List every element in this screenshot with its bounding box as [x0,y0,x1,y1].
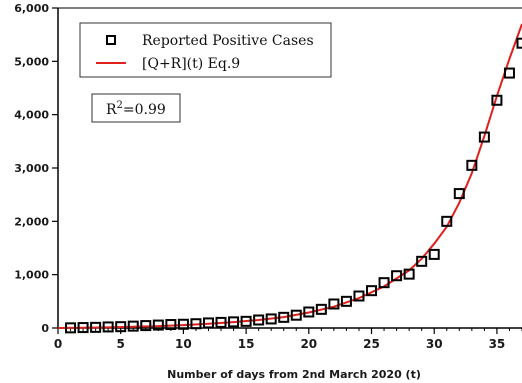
data-points [65,37,522,334]
data-point [353,290,365,302]
data-point [403,268,415,280]
data-point [228,316,240,328]
data-point [215,316,227,328]
data-point [240,315,252,327]
y-tick-label: 3,000 [14,162,49,175]
r-squared-frame [91,93,181,123]
data-point [77,322,89,334]
data-point [265,313,277,325]
y-tick-label: 0 [41,322,49,335]
data-point [516,37,522,49]
y-tick-label: 1,000 [14,269,49,282]
data-point [202,317,214,329]
x-tick-label: 35 [489,337,506,351]
x-tick-label: 5 [117,337,125,351]
legend-label-reported-cases: Reported Positive Cases [142,33,314,49]
y-tick-label: 4,000 [14,109,49,122]
x-tick-label: 0 [54,337,62,351]
data-point [190,318,202,330]
data-point [315,303,327,315]
data-point [65,322,77,334]
y-tick-label: 6,000 [14,2,49,15]
r-squared-prefix: R [106,102,117,118]
data-point [165,319,177,331]
data-point [328,298,340,310]
data-point [253,314,265,326]
r-squared-value: =0.99 [123,102,166,118]
data-point [441,215,453,227]
r-squared-box: R2=0.99 [91,93,181,123]
data-point [478,131,490,143]
x-tick-label: 25 [363,337,380,351]
legend-label-fit: [Q+R](t) Eq.9 [142,56,240,72]
x-tick-label: 15 [238,337,255,351]
r-squared-superscript: 2 [117,100,123,111]
data-point [303,306,315,318]
data-point [453,188,465,200]
data-point [366,285,378,297]
y-tick-label: 2,000 [14,215,49,228]
data-point [127,320,139,332]
data-point [90,321,102,333]
r-squared-label: R2=0.99 [106,100,166,118]
x-tick-label: 20 [300,337,317,351]
y-tick-label: 5,000 [14,55,49,68]
x-tick-label: 10 [175,337,192,351]
x-axis-label: Number of days from 2nd March 2020 (t) [167,368,421,381]
data-point [503,67,515,79]
legend-marker-reported-cases [106,35,116,45]
data-point [115,321,127,333]
data-point [290,309,302,321]
data-point [378,277,390,289]
data-point [102,321,114,333]
data-point [278,311,290,323]
data-point [340,295,352,307]
data-point [177,318,189,330]
data-point [140,320,152,332]
data-point [466,159,478,171]
x-tick-label: 30 [426,337,443,351]
data-point [491,94,503,106]
ticks: 0 1,000 2,000 3,000 4,000 5,000 6,000 0 5 10 15 20 2… [14,2,522,351]
data-point [391,270,403,282]
data-point [152,319,164,331]
data-point [416,255,428,267]
data-point [428,248,440,260]
legend: Reported Positive Cases [Q+R](t) Eq.9 [79,22,332,78]
legend-box [79,22,332,78]
